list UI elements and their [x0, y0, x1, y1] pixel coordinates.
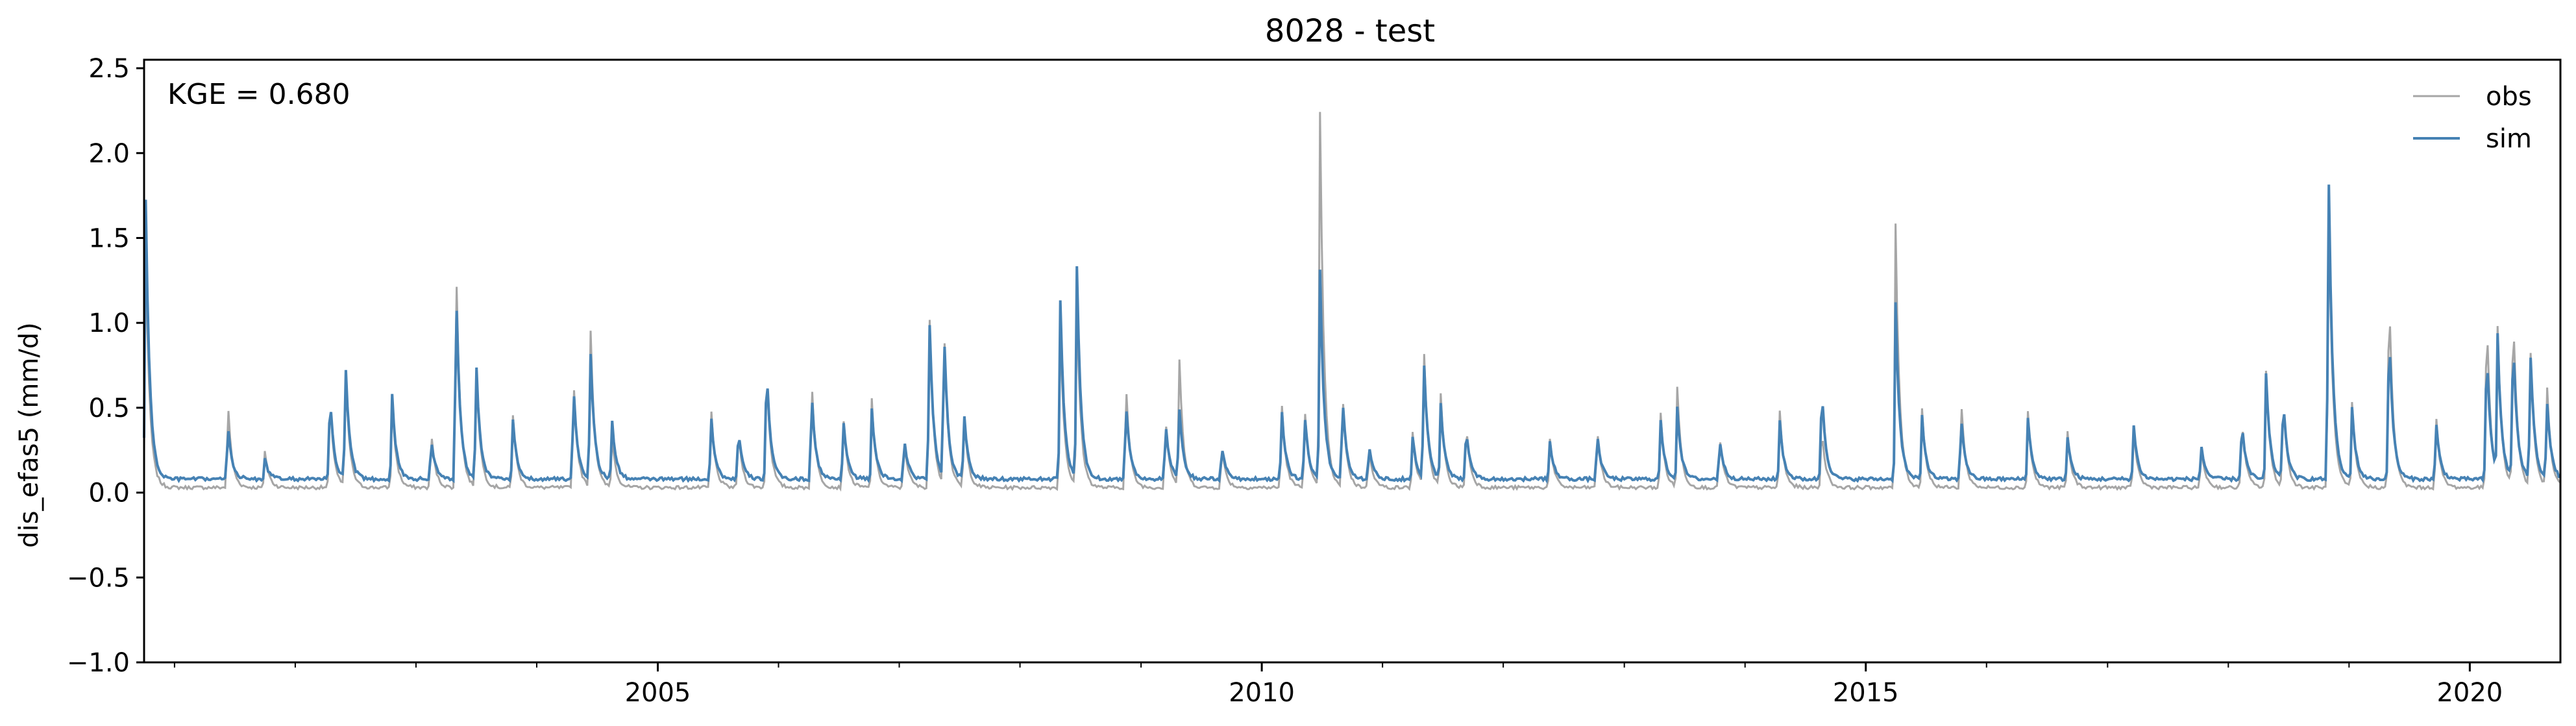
legend-label-obs: obs — [2486, 82, 2532, 112]
y-tick-label: 2.0 — [88, 139, 130, 169]
y-tick-label: 0.5 — [88, 394, 130, 423]
plot-area — [143, 58, 2562, 664]
x-tick-label: 2015 — [1833, 678, 1899, 708]
x-tick-label: 2010 — [1229, 678, 1295, 708]
y-axis-label: dis_efas5 (mm/d) — [14, 322, 44, 548]
y-tick-label: 2.5 — [88, 54, 130, 84]
series-layer — [143, 112, 2561, 492]
series-line-obs — [143, 112, 2561, 492]
x-tick-label: 2005 — [625, 678, 691, 708]
legend: obs sim — [2413, 82, 2532, 154]
y-tick-label: −1.0 — [67, 648, 130, 678]
y-tick-label: 1.5 — [88, 223, 130, 253]
legend-label-sim: sim — [2486, 124, 2532, 154]
series-line-sim — [143, 184, 2561, 484]
x-axis: 2005 2010 2015 2020 — [173, 662, 2503, 708]
x-tick-label: 2020 — [2436, 678, 2503, 708]
kge-annotation: KGE = 0.680 — [167, 78, 350, 111]
y-tick-label: 0.0 — [88, 479, 130, 508]
y-tick-label: 1.0 — [88, 308, 130, 338]
y-axis: −1.0 −0.5 0.0 0.5 1.0 1.5 2.0 2.5 — [67, 54, 144, 678]
y-tick-label: −0.5 — [67, 563, 130, 593]
plot-frame — [143, 58, 2562, 664]
chart-title: 8028 - test — [1265, 13, 1435, 49]
